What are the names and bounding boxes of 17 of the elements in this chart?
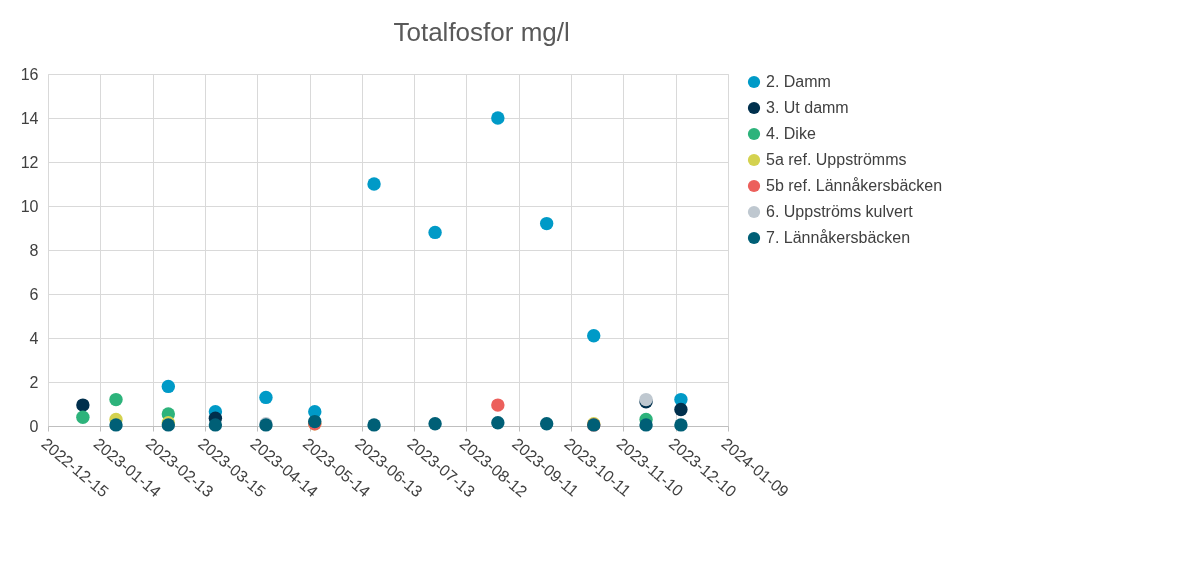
y-tick-label: 16 <box>20 65 39 83</box>
y-tick-label: 8 <box>29 241 39 259</box>
y-tick-label: 6 <box>29 285 39 303</box>
y-tick-label: 14 <box>20 109 39 127</box>
y-tick-label: 4 <box>29 329 39 347</box>
y-tick-label: 12 <box>20 153 39 171</box>
legend-label: 3. Ut damm <box>766 99 849 116</box>
legend-label: 5b ref. Lännåkersbäcken <box>766 177 943 194</box>
legend-label: 6. Uppströms kulvert <box>766 203 914 220</box>
y-tick-label: 0 <box>29 417 39 435</box>
legend-label: 2. Damm <box>766 73 831 90</box>
legend-label: 4. Dike <box>766 125 816 142</box>
chart-title: Totalfosfor mg/l <box>393 17 570 47</box>
y-tick-label: 10 <box>20 197 39 215</box>
y-tick-label: 2 <box>29 373 39 391</box>
legend-label: 5a ref. Uppströmms <box>766 151 907 168</box>
legend-label: 7. Lännåkersbäcken <box>766 229 911 246</box>
